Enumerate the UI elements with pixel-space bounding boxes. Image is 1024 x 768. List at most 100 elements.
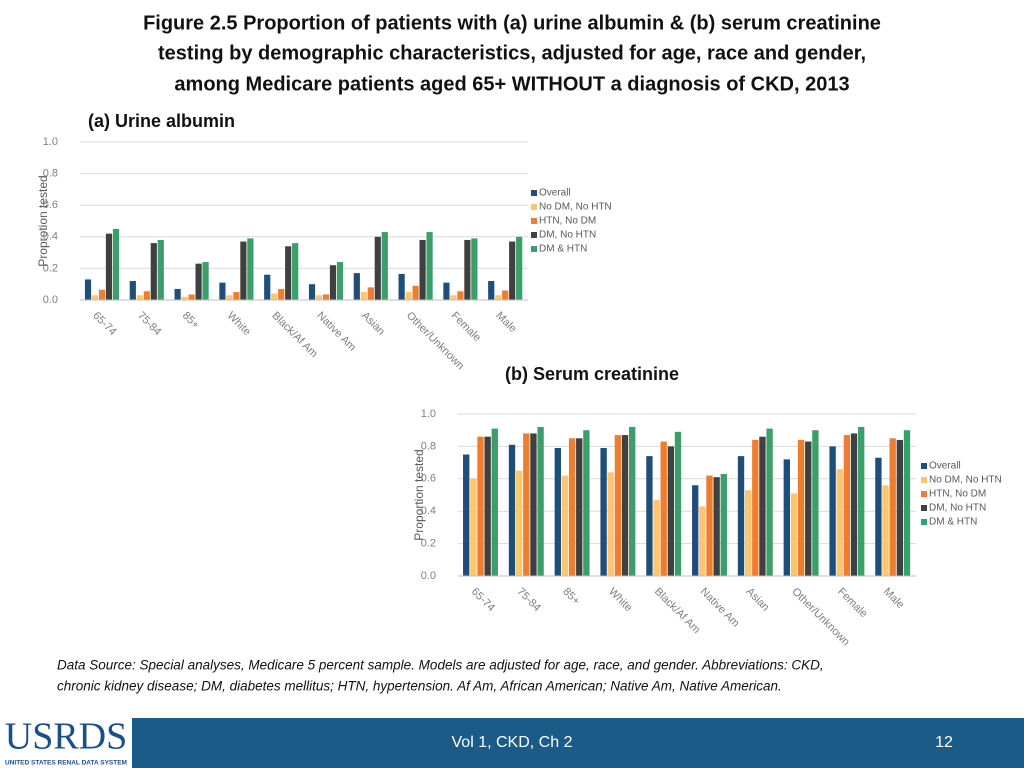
bar (502, 290, 509, 300)
x-tick-label: 75-84 (515, 586, 543, 614)
bar (812, 430, 819, 576)
bar (157, 239, 164, 300)
x-tick-label: 65-74 (469, 586, 497, 614)
bar (752, 439, 759, 576)
x-tick-label: Female (449, 310, 483, 344)
y-tick-label: 0.2 (43, 262, 58, 274)
bar (264, 274, 271, 300)
bar (150, 243, 157, 300)
bar (464, 239, 471, 300)
bar (292, 243, 299, 300)
bar (783, 459, 790, 576)
x-tick-label: Asian (359, 310, 387, 338)
x-tick-label: Native Am (314, 310, 358, 354)
bar (653, 499, 660, 576)
bar (105, 233, 113, 300)
x-tick-label: White (606, 586, 634, 614)
bar (621, 435, 629, 576)
bar (463, 454, 470, 576)
logo-subtitle: UNITED STATES RENAL DATA SYSTEM (5, 760, 127, 767)
legend-label: No DM, No HTN (929, 475, 1002, 486)
y-tick-label: 0.4 (421, 505, 436, 517)
bar (470, 478, 477, 576)
bar (843, 435, 851, 576)
bar (530, 433, 537, 576)
x-tick-label: White (225, 310, 253, 338)
bar (554, 448, 561, 576)
legend-label: DM & HTN (929, 517, 977, 528)
bar (495, 295, 502, 300)
x-tick-label: 75-84 (135, 310, 163, 338)
bar (219, 282, 226, 300)
bar (600, 448, 607, 576)
y-tick-label: 0.0 (43, 294, 58, 306)
bar (226, 295, 233, 300)
legend-swatch (531, 218, 537, 224)
bar (568, 438, 576, 576)
bar (443, 282, 450, 300)
bar (91, 295, 99, 300)
bar (398, 273, 405, 300)
y-tick-label: 0.4 (43, 231, 58, 243)
legend-label: No DM, No HTN (539, 202, 612, 213)
bar (112, 228, 120, 300)
bar (537, 426, 544, 576)
footer-center: Vol 1, CKD, Ch 2 (452, 734, 573, 751)
x-tick-label: 85+ (560, 586, 582, 608)
bar (98, 289, 106, 300)
bar (790, 493, 798, 576)
bar (233, 292, 240, 300)
legend-swatch (921, 519, 927, 525)
bar (509, 241, 516, 300)
bar (667, 446, 675, 576)
bar (744, 490, 752, 576)
y-tick-label: 0.0 (421, 570, 436, 582)
x-tick-label: Female (835, 586, 869, 620)
x-tick-label: Black/Af Am (652, 586, 702, 636)
bar (766, 428, 773, 576)
logo: USRDS (5, 716, 128, 758)
bar (143, 291, 150, 300)
legend-label: HTN, No DM (929, 489, 986, 500)
bar (136, 295, 143, 300)
y-axis-label: Proprotion tested (36, 175, 50, 266)
bar (720, 473, 727, 576)
bar (850, 433, 858, 576)
y-axis-label: Proportion tested (412, 449, 426, 540)
legend-label: DM, No HTN (539, 230, 596, 241)
bar (353, 273, 360, 300)
bar (367, 287, 374, 300)
x-tick-label: Male (493, 310, 518, 335)
bar (896, 439, 904, 576)
legend-swatch (921, 463, 927, 469)
y-tick-label: 0.6 (43, 199, 58, 211)
y-tick-label: 0.8 (421, 440, 436, 452)
bar (903, 430, 911, 576)
bar (477, 436, 484, 576)
bar (713, 477, 720, 576)
bar (374, 236, 381, 300)
bar (336, 262, 344, 300)
legend-swatch (921, 477, 927, 483)
legend-label: Overall (539, 188, 571, 199)
bar (523, 433, 530, 576)
bar (488, 281, 495, 300)
bar (278, 288, 285, 300)
bar (329, 265, 337, 300)
legend-swatch (531, 232, 537, 238)
bar (471, 238, 478, 300)
bar (607, 472, 614, 576)
data-source: Data Source: Special analyses, Medicare … (57, 658, 824, 673)
bar (516, 236, 523, 300)
legend-swatch (921, 505, 927, 511)
bar (491, 428, 498, 576)
y-tick-label: 0.6 (421, 473, 436, 485)
bar (629, 426, 636, 576)
legend-label: HTN, No DM (539, 216, 596, 227)
x-tick-label: 65-74 (90, 310, 118, 338)
bar (271, 293, 278, 300)
bar (836, 469, 843, 576)
data-source: chronic kidney disease; DM, diabetes mel… (57, 679, 782, 694)
bar (129, 281, 136, 300)
bar (660, 441, 667, 576)
